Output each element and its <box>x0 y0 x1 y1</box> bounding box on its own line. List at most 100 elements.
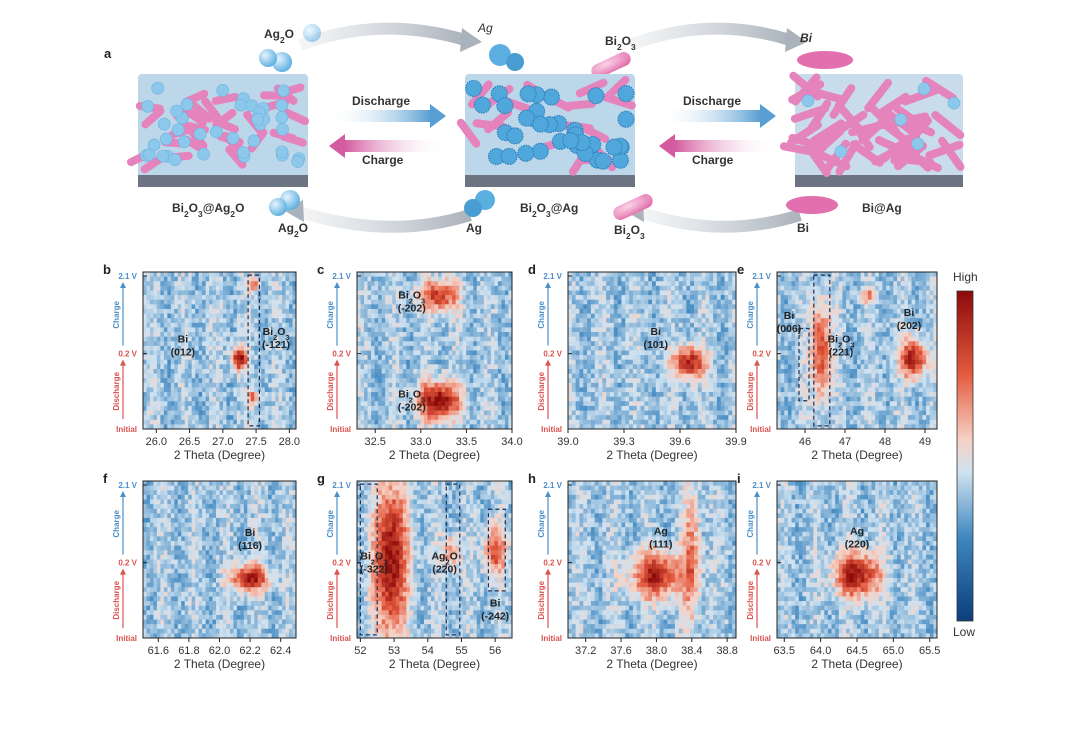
heatmap-cell <box>571 299 577 305</box>
heatmap-cell <box>381 368 386 375</box>
heatmap-cell <box>167 396 172 402</box>
heatmap-cell <box>780 341 785 347</box>
heatmap-cell <box>413 364 418 370</box>
heatmap-cell <box>784 364 789 370</box>
heatmap-cell <box>571 313 577 319</box>
heatmap-cell <box>690 364 695 370</box>
heatmap-cell <box>226 341 231 347</box>
heatmap-cell <box>787 332 793 338</box>
heatmap-cell <box>184 345 189 351</box>
heatmap-cell <box>438 419 443 425</box>
heatmap-cell <box>423 313 428 319</box>
heatmap-cell <box>156 419 161 425</box>
heatmap-cell <box>579 327 584 333</box>
heatmap-cell <box>629 405 634 412</box>
heatmap-cell <box>667 313 672 319</box>
heatmap-cell <box>357 401 362 407</box>
heatmap-cell <box>146 336 151 342</box>
panel-b-heatmap: Bi(012)Bi2O3(-121)26.0 26.5 27.0 27.5 28.02 … <box>103 262 300 462</box>
heatmap-cell <box>188 410 193 416</box>
heatmap-cell <box>406 281 411 287</box>
heatmap-cell <box>146 419 151 425</box>
heatmap-cell <box>713 313 718 319</box>
discharge-label: Discharge <box>683 94 741 108</box>
heatmap-cell <box>480 396 485 402</box>
heatmap-cell <box>392 295 397 301</box>
heatmap-cell <box>590 405 596 412</box>
heatmap-cell <box>222 419 227 425</box>
heatmap-cell <box>686 368 691 375</box>
heatmap-cell <box>720 410 726 416</box>
heatmap-cell <box>357 368 362 375</box>
heatmap-cell <box>575 401 580 407</box>
heatmap-cell <box>636 355 642 361</box>
heatmap-cell <box>441 410 446 416</box>
heatmap-cell <box>406 313 411 319</box>
ag-particle <box>177 135 191 149</box>
heatmap-cell <box>416 313 421 319</box>
heatmap-cell <box>367 415 372 421</box>
heatmap-cell <box>413 313 418 319</box>
heatmap-cell <box>395 281 400 287</box>
heatmap-cell <box>777 285 782 291</box>
heatmap-cell <box>181 359 186 365</box>
heatmap-cell <box>610 332 615 338</box>
heatmap-cell <box>682 359 687 365</box>
heatmap-cell <box>423 415 428 421</box>
heatmap-cell <box>434 382 439 388</box>
heatmap-cell <box>508 387 513 393</box>
heatmap-cell <box>625 396 630 402</box>
heatmap-cell <box>448 359 453 365</box>
heatmap-cell <box>613 327 619 333</box>
heatmap-cell <box>579 313 584 319</box>
heatmap-cell <box>640 345 645 351</box>
heatmap-cell <box>694 276 699 282</box>
ag-particle <box>500 147 518 165</box>
heatmap-cell <box>216 322 220 328</box>
heatmap-cell <box>413 276 418 282</box>
heatmap-cell <box>441 419 446 425</box>
heatmap-cell <box>392 285 397 291</box>
heatmap-cell <box>610 359 615 365</box>
heatmap-cell <box>240 392 245 398</box>
heatmap-cell <box>156 355 161 361</box>
heatmap-cell <box>504 364 509 370</box>
heatmap-cell <box>205 336 210 342</box>
heatmap-cell <box>655 401 661 407</box>
heatmap-cell <box>617 285 622 291</box>
heatmap-cell <box>202 272 207 278</box>
heatmap-cell <box>205 345 210 351</box>
heatmap-cell <box>198 350 203 356</box>
heatmap-cell <box>285 373 290 379</box>
heatmap-cell <box>598 318 603 324</box>
heatmap-cell <box>671 272 676 278</box>
heatmap-cell <box>590 387 596 393</box>
heatmap-cell <box>640 318 645 324</box>
heatmap-cell <box>659 299 664 305</box>
heatmap-cell <box>209 382 214 388</box>
heatmap-cell <box>430 378 435 384</box>
heatmap-cell <box>632 355 638 361</box>
heatmap-cell <box>219 318 224 324</box>
heatmap-cell <box>191 396 196 402</box>
heatmap-cell <box>381 382 386 388</box>
heatmap-cell <box>153 322 158 328</box>
heatmap-cell <box>583 373 588 379</box>
heatmap-cell <box>659 322 664 328</box>
heatmap-cell <box>606 304 611 310</box>
heatmap-cell <box>501 299 506 305</box>
heatmap-cell <box>720 336 726 342</box>
heatmap-cell <box>247 318 252 324</box>
heatmap-cell <box>663 295 668 301</box>
heatmap-cell <box>413 419 418 425</box>
heatmap-cell <box>219 378 224 384</box>
heatmap-cell <box>181 410 186 416</box>
heatmap-cell <box>167 336 172 342</box>
heatmap-cell <box>388 410 393 416</box>
heatmap-cell <box>430 396 435 402</box>
heatmap-cell <box>430 373 435 379</box>
heatmap-cell <box>575 304 580 310</box>
heatmap-cell <box>268 281 273 287</box>
heatmap-cell <box>222 364 227 370</box>
heatmap-cell <box>455 272 460 278</box>
